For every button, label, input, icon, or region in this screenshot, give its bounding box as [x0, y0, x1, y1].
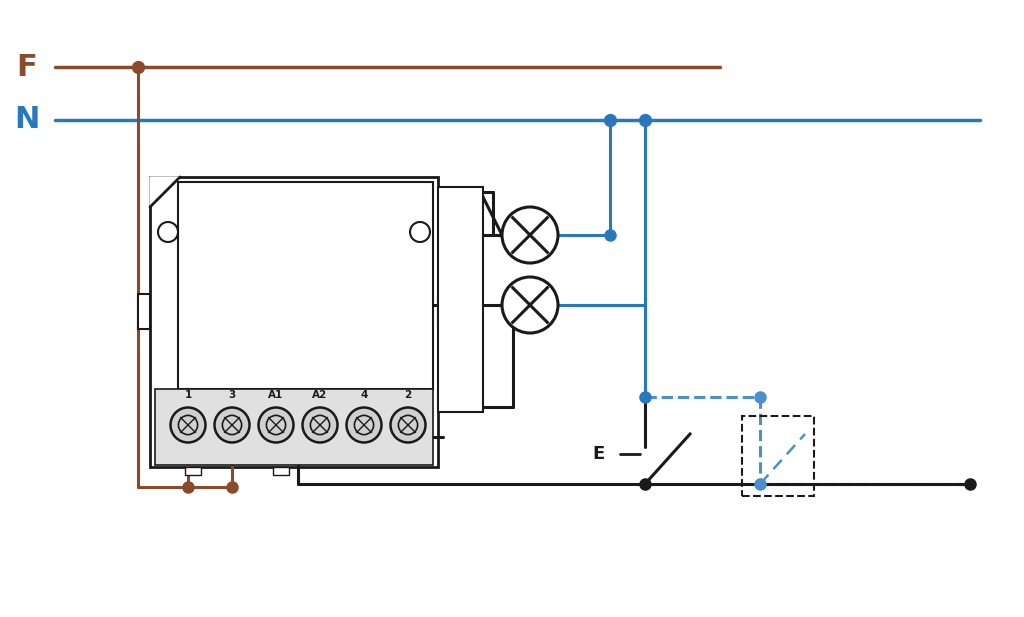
Circle shape — [302, 407, 338, 442]
Bar — [185, 467, 201, 475]
Bar — [438, 294, 450, 329]
Bar — [273, 467, 289, 475]
Text: 3: 3 — [228, 389, 236, 399]
Circle shape — [214, 407, 250, 442]
Circle shape — [178, 415, 198, 434]
Circle shape — [222, 415, 242, 434]
Bar — [438, 187, 483, 412]
Circle shape — [410, 222, 430, 242]
Circle shape — [266, 415, 286, 434]
Bar — [178, 182, 433, 389]
Circle shape — [258, 407, 294, 442]
Circle shape — [502, 277, 558, 333]
Text: A2: A2 — [312, 389, 328, 399]
FancyBboxPatch shape — [150, 177, 438, 467]
Circle shape — [171, 407, 206, 442]
Bar — [155, 389, 433, 465]
Bar — [138, 294, 150, 329]
Text: 2: 2 — [404, 389, 412, 399]
Circle shape — [390, 407, 426, 442]
Bar — [742, 416, 814, 496]
Text: F: F — [16, 52, 37, 81]
Text: 1: 1 — [184, 389, 191, 399]
Text: E: E — [593, 445, 605, 463]
Circle shape — [346, 407, 382, 442]
Circle shape — [310, 415, 330, 434]
Text: 4: 4 — [360, 389, 368, 399]
Circle shape — [398, 415, 418, 434]
Circle shape — [158, 222, 178, 242]
Circle shape — [354, 415, 374, 434]
Text: N: N — [14, 106, 40, 135]
Circle shape — [502, 207, 558, 263]
Polygon shape — [150, 177, 180, 207]
Text: A1: A1 — [268, 389, 284, 399]
